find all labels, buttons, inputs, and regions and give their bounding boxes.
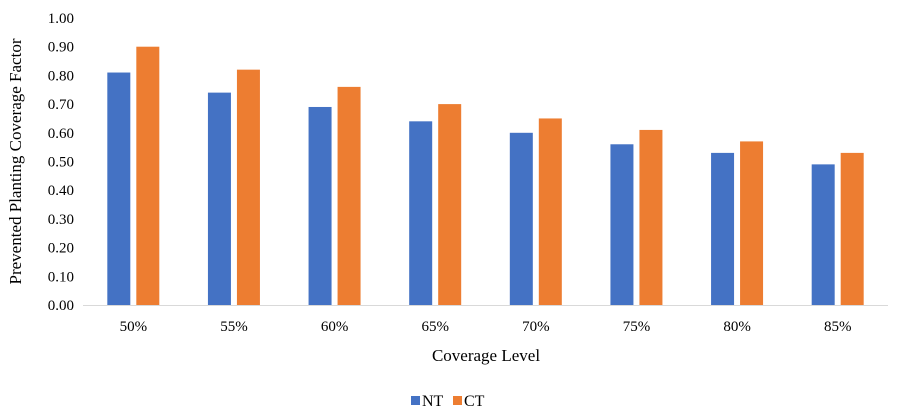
y-tick-label: 0.90 — [48, 40, 74, 56]
x-tick-label: 55% — [220, 319, 248, 335]
bar-ct-80pct — [740, 141, 764, 305]
legend-swatch-ct — [453, 396, 462, 405]
bar-nt-70pct — [509, 132, 533, 305]
x-tick-label: 70% — [522, 319, 550, 335]
bar-nt-50pct — [107, 72, 131, 305]
y-axis-ticks: 0.00 0.10 0.20 0.30 0.40 0.50 0.60 0.70 0.80 0.90… — [48, 11, 74, 314]
bar-ct-55pct — [236, 69, 260, 305]
bar-nt-75pct — [610, 144, 634, 305]
x-tick-label: 80% — [723, 319, 751, 335]
legend-label-ct: CT — [464, 393, 485, 410]
y-tick-label: 0.10 — [48, 269, 74, 285]
y-tick-label: 0.70 — [48, 97, 74, 113]
plot-area — [107, 46, 864, 306]
bar-nt-60pct — [308, 106, 332, 305]
x-tick-label: 50% — [120, 319, 148, 335]
x-axis-ticks: 50% 55% 60% 65% 70% 75% 80% 85% — [120, 319, 852, 335]
y-tick-label: 0.80 — [48, 68, 74, 84]
bar-ct-70pct — [538, 118, 562, 305]
y-tick-label: 0.00 — [48, 298, 74, 314]
legend-swatch-nt — [411, 396, 420, 405]
x-tick-label: 85% — [824, 319, 852, 335]
bar-ct-75pct — [639, 129, 663, 305]
legend-label-nt: NT — [422, 393, 444, 410]
x-tick-label: 60% — [321, 319, 349, 335]
bar-nt-55pct — [207, 92, 231, 306]
bar-ct-65pct — [438, 104, 462, 305]
x-tick-label: 65% — [421, 319, 449, 335]
y-tick-label: 0.40 — [48, 183, 74, 199]
bar-ct-50pct — [136, 46, 160, 305]
bar-ct-60pct — [337, 86, 361, 305]
x-axis-title: Coverage Level — [432, 346, 540, 365]
bar-nt-85pct — [811, 164, 835, 305]
y-tick-label: 0.20 — [48, 241, 74, 257]
x-tick-label: 75% — [623, 319, 651, 335]
legend: NT CT — [411, 393, 485, 410]
y-tick-label: 1.00 — [48, 11, 74, 27]
y-tick-label: 0.50 — [48, 155, 74, 171]
bar-ct-85pct — [840, 152, 864, 305]
y-tick-label: 0.30 — [48, 212, 74, 228]
bar-nt-80pct — [711, 152, 735, 305]
y-axis-title: Prevented Planting Coverage Factor — [6, 38, 25, 284]
bar-nt-65pct — [409, 121, 433, 305]
y-tick-label: 0.60 — [48, 126, 74, 142]
